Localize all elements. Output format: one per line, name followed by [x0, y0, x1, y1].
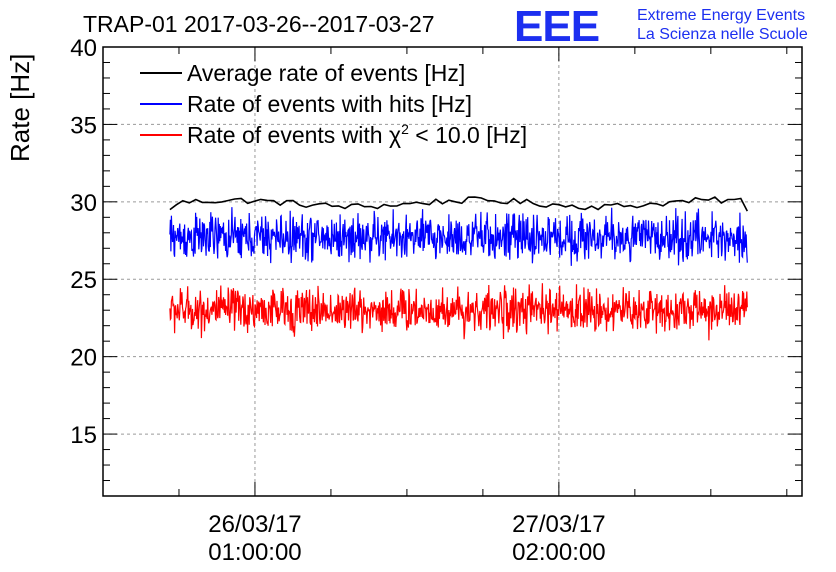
eee-logo-line2: La Scienza nelle Scuole — [637, 26, 808, 43]
x-tick-label-date: 26/03/17 — [208, 511, 301, 538]
eee-logo-line1: Extreme Energy Events — [637, 7, 805, 24]
series-line-1 — [169, 207, 748, 266]
x-tick-label-date: 27/03/17 — [512, 511, 605, 538]
y-tick-label: 35 — [70, 112, 97, 139]
eee-logo-letters: EEE — [514, 2, 599, 51]
x-tick-label-time: 01:00:00 — [208, 539, 301, 566]
legend-chi2-suffix: < 10.0 [Hz] — [409, 122, 527, 148]
x-tick-label-time: 02:00:00 — [512, 539, 605, 566]
legend-label-chi2: Rate of events with χ2 < 10.0 [Hz] — [187, 121, 527, 148]
legend: Average rate of events [Hz] Rate of even… — [140, 60, 527, 148]
legend-label-hits: Rate of events with hits [Hz] — [187, 91, 472, 117]
plot-frame — [102, 46, 803, 497]
legend-chi2-symbol: χ — [389, 122, 401, 148]
legend-chi2-prefix: Rate of events with — [187, 122, 389, 148]
eee-logo: EEE Extreme Energy Events La Scienza nel… — [514, 2, 808, 51]
y-tick-label: 40 — [70, 35, 97, 62]
legend-label-average: Average rate of events [Hz] — [187, 60, 465, 86]
series-layer — [169, 196, 749, 341]
y-tick-label: 30 — [70, 190, 97, 217]
series-line-2 — [169, 283, 748, 341]
y-tick-label: 25 — [70, 267, 97, 294]
legend-chi2-exponent: 2 — [401, 121, 409, 137]
y-axis-label: Rate [Hz] — [5, 54, 35, 162]
chart-title: TRAP-01 2017-03-26--2017-03-27 — [83, 11, 435, 37]
series-line-0 — [169, 196, 749, 212]
y-tick-label: 20 — [70, 345, 97, 372]
y-tick-label: 15 — [70, 422, 97, 449]
